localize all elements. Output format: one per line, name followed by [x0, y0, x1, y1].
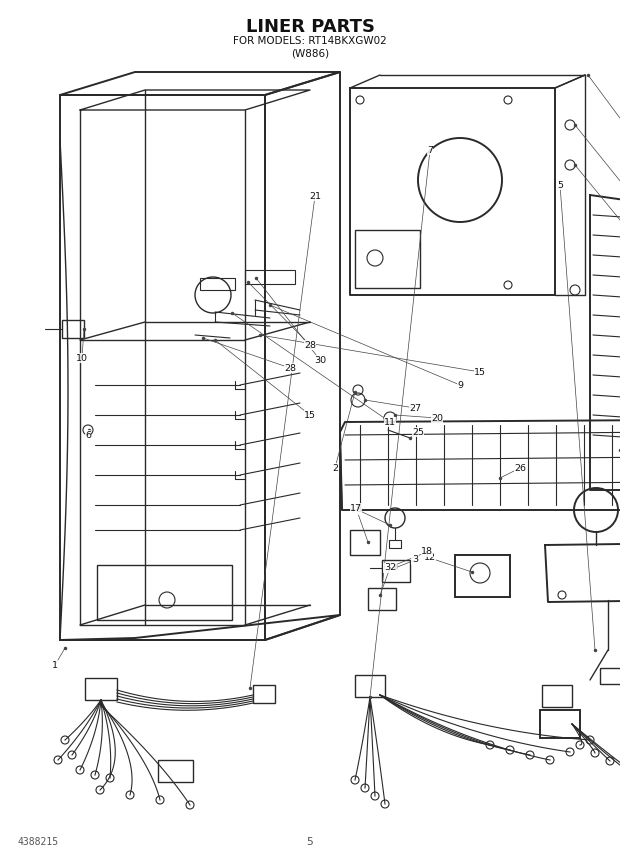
Text: 5: 5	[307, 837, 313, 847]
Bar	[542, 685, 572, 707]
Bar	[158, 760, 193, 782]
Text: 11: 11	[384, 418, 396, 426]
Bar	[382, 560, 410, 582]
Text: 30: 30	[314, 355, 326, 365]
Bar	[245, 270, 295, 284]
Text: 9: 9	[457, 381, 463, 389]
Text: 17: 17	[350, 503, 362, 513]
Text: (W886): (W886)	[291, 48, 329, 58]
Text: 21: 21	[309, 192, 321, 200]
Text: 20: 20	[431, 413, 443, 423]
Text: 28: 28	[284, 364, 296, 372]
Text: 15: 15	[474, 367, 486, 377]
Text: 27: 27	[409, 403, 421, 413]
Bar	[389, 540, 401, 548]
Text: LINER PARTS: LINER PARTS	[246, 18, 374, 36]
Bar	[62, 320, 84, 338]
Bar	[253, 685, 275, 703]
Bar	[540, 710, 580, 738]
Bar	[355, 230, 420, 288]
Text: 7: 7	[427, 146, 433, 154]
Text: 8: 8	[355, 506, 361, 514]
Text: 28: 28	[304, 341, 316, 349]
Bar	[200, 278, 235, 290]
Bar	[85, 678, 117, 700]
Bar	[97, 565, 232, 620]
Text: 18: 18	[421, 548, 433, 556]
Text: 25: 25	[412, 427, 424, 437]
Text: 1: 1	[52, 661, 58, 669]
Text: 4388215: 4388215	[18, 837, 59, 847]
Bar	[600, 668, 620, 684]
Bar	[455, 555, 510, 597]
Text: 10: 10	[76, 354, 88, 362]
Text: FOR MODELS: RT14BKXGW02: FOR MODELS: RT14BKXGW02	[233, 36, 387, 46]
Text: 15: 15	[304, 411, 316, 419]
Bar	[355, 675, 385, 697]
Text: 5: 5	[557, 181, 563, 189]
Bar	[368, 588, 396, 610]
Text: 12: 12	[424, 554, 436, 562]
Text: 26: 26	[514, 463, 526, 473]
Text: 3: 3	[412, 556, 418, 564]
Text: 32: 32	[384, 563, 396, 573]
Bar	[350, 530, 380, 555]
Text: 2: 2	[332, 463, 338, 473]
Text: 6: 6	[85, 431, 91, 439]
